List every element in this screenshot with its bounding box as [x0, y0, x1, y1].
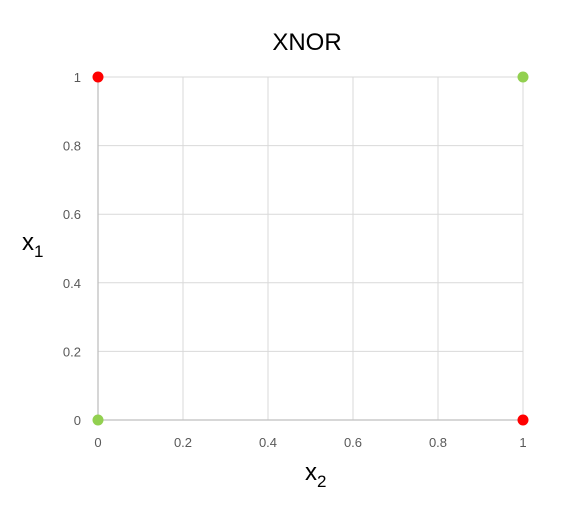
data-point-3 — [517, 414, 529, 426]
y-tick-label-2: 0.4 — [63, 276, 81, 291]
x-tick-label-4: 0.8 — [429, 435, 447, 450]
y-axis-title-subscript: 1 — [34, 242, 43, 261]
data-points — [92, 71, 529, 426]
x-tick-label-1: 0.2 — [174, 435, 192, 450]
y-tick-label-0: 0 — [74, 413, 81, 428]
x-axis-title-base: x — [305, 459, 317, 486]
y-tick-label-1: 0.2 — [63, 344, 81, 359]
x-tick-label-3: 0.6 — [344, 435, 362, 450]
y-tick-label-3: 0.6 — [63, 207, 81, 222]
x-tick-label-2: 0.4 — [259, 435, 277, 450]
chart-title: XNOR — [272, 29, 341, 56]
y-tick-label-4: 0.8 — [63, 139, 81, 154]
y-tick-label-5: 1 — [74, 70, 81, 85]
y-axis-title: x1 — [22, 229, 43, 261]
x-axis-title-subscript: 2 — [317, 472, 326, 491]
y-tick-labels: 0 0.2 0.4 0.6 0.8 1 — [63, 70, 81, 428]
x-tick-label-0: 0 — [94, 435, 101, 450]
data-point-0 — [92, 414, 104, 426]
axes — [97, 77, 523, 421]
x-tick-labels: 0 0.2 0.4 0.6 0.8 1 — [94, 435, 526, 450]
y-axis-title-base: x — [22, 229, 34, 256]
data-point-2 — [92, 71, 104, 83]
x-axis-title: x2 — [305, 459, 326, 491]
x-tick-label-5: 1 — [519, 435, 526, 450]
data-point-1 — [517, 71, 529, 83]
gridlines — [97, 76, 524, 421]
